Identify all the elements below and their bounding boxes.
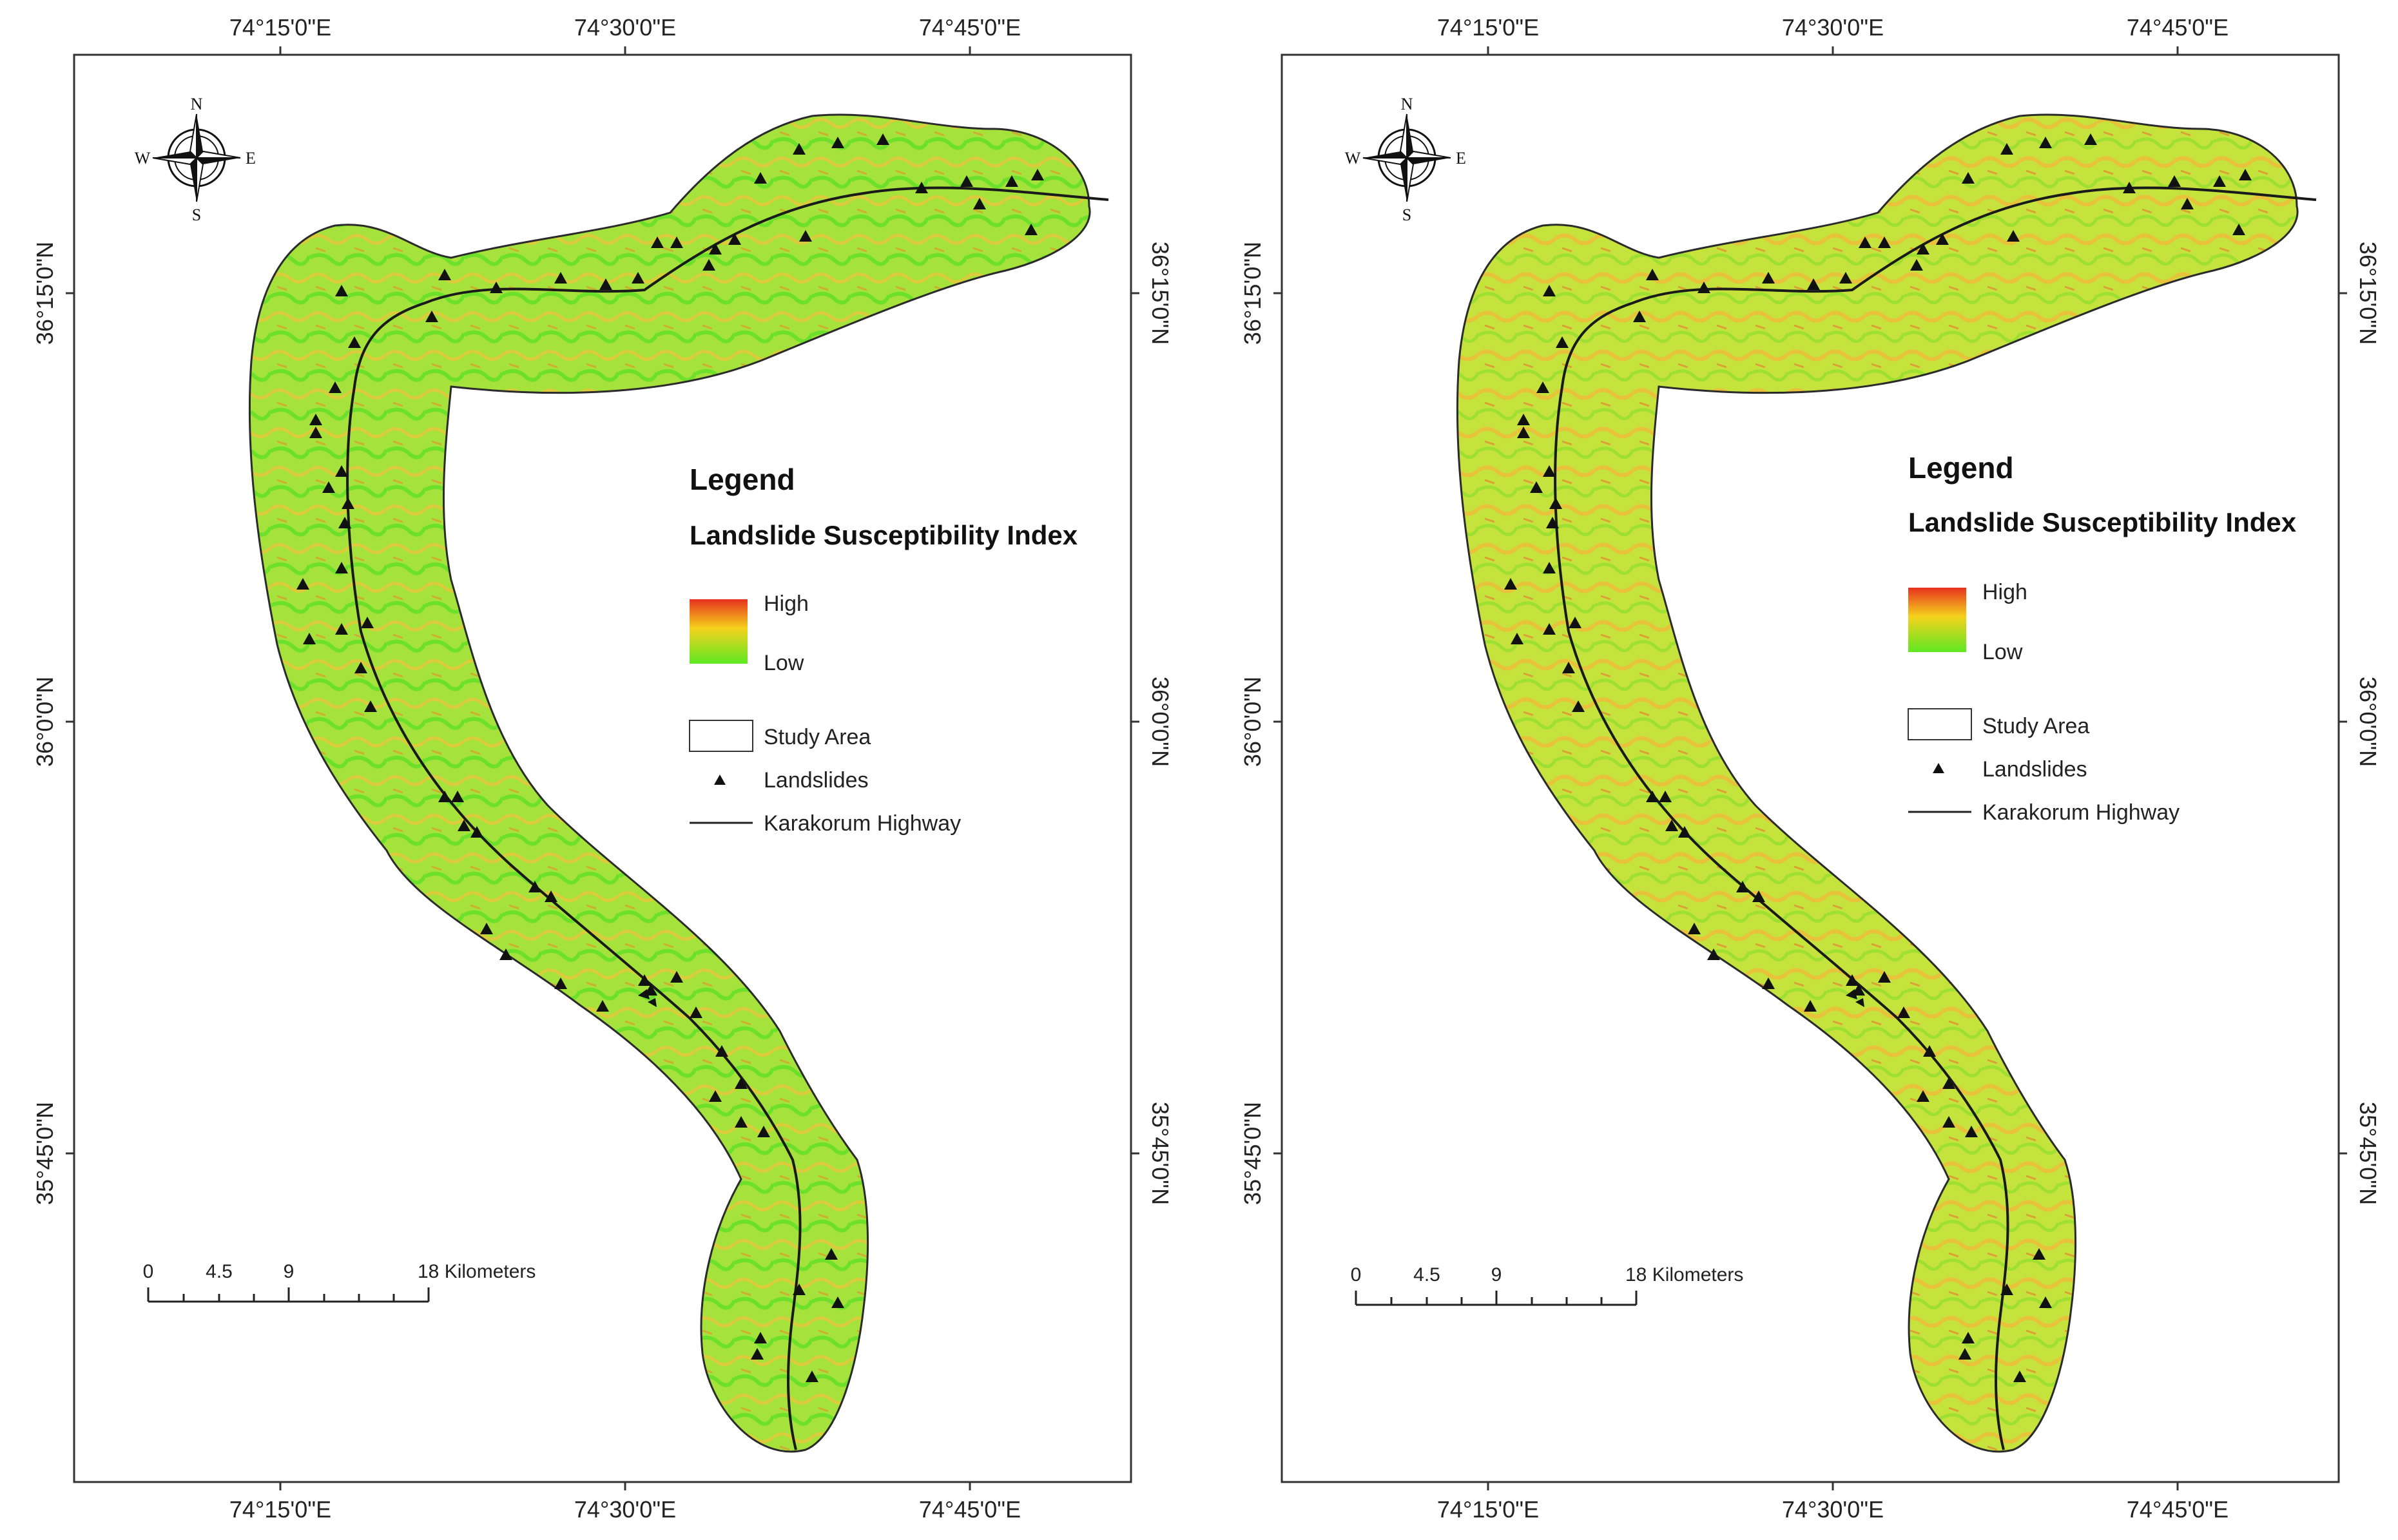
legend-subtitle: Landslide Susceptibility Index — [690, 520, 1078, 550]
top-tick-label: 74°45'0"E — [2127, 14, 2229, 41]
scale-label: 4.5 — [1413, 1264, 1440, 1285]
legend-study-area-label: Study Area — [764, 725, 871, 749]
right-tick-label: 36°0'0"N — [1147, 677, 1174, 767]
legend-low-label: Low — [764, 651, 804, 675]
legend-high-label: High — [1982, 580, 2027, 604]
bottom-tick-label: 74°15'0"E — [229, 1496, 331, 1523]
legend-title: Legend — [1908, 451, 2014, 485]
study-area-susceptibility — [1456, 113, 2299, 1453]
legend-low-label: Low — [1982, 640, 2023, 664]
legend-gradient-swatch — [1908, 588, 1966, 652]
compass-s: S — [1402, 206, 1411, 224]
compass-n: N — [191, 95, 203, 113]
bottom-tick-label: 74°30'0"E — [1782, 1496, 1884, 1523]
legend-title: Legend — [690, 463, 795, 496]
scale-bar: 0 4.5 9 18 Kilometers — [1351, 1264, 1743, 1306]
left-tick-label: 36°0'0"N — [1239, 677, 1266, 767]
karakorum-highway-line — [1554, 186, 2317, 1450]
legend-subtitle: Landslide Susceptibility Index — [1908, 507, 2297, 537]
map-panel-left: 74°15'0"E 74°30'0"E 74°45'0"E 74°15'0"E … — [32, 14, 1174, 1523]
landslide-markers — [296, 133, 1044, 1382]
north-arrow-compass-icon: N S E W — [1345, 95, 1466, 224]
left-tick-label: 35°45'0"N — [1239, 1102, 1266, 1205]
left-tick-label: 36°15'0"N — [1239, 242, 1266, 345]
map-svg-left: 74°15'0"E 74°30'0"E 74°45'0"E 74°15'0"E … — [32, 14, 1174, 1523]
top-tick-label: 74°30'0"E — [574, 14, 676, 41]
bottom-tick-label: 74°15'0"E — [1437, 1496, 1539, 1523]
compass-w: W — [135, 149, 151, 168]
legend-landslides-label: Landslides — [1982, 757, 2087, 782]
landslide-markers — [1504, 133, 2252, 1382]
legend-study-area-swatch — [1908, 708, 1972, 740]
scale-bar: 0 4.5 9 18 Kilometers — [143, 1261, 536, 1303]
right-tick-label: 36°15'0"N — [1147, 242, 1174, 345]
bottom-tick-label: 74°45'0"E — [919, 1496, 1021, 1523]
compass-w: W — [1345, 149, 1361, 168]
scale-label: 9 — [1491, 1264, 1502, 1285]
compass-e: E — [1456, 149, 1466, 168]
right-tick-label: 35°45'0"N — [2355, 1102, 2381, 1205]
legend-highway-label: Karakorum Highway — [764, 811, 961, 836]
top-tick-label: 74°30'0"E — [1782, 14, 1884, 41]
legend-landslides-label: Landslides — [764, 768, 869, 793]
legend: Legend Landslide Susceptibility Index Hi… — [689, 463, 1078, 836]
bottom-tick-label: 74°30'0"E — [574, 1496, 676, 1523]
scale-label: 9 — [284, 1261, 295, 1282]
bottom-tick-label: 74°45'0"E — [2127, 1496, 2229, 1523]
scale-label: 4.5 — [206, 1261, 233, 1282]
scale-label: 0 — [1351, 1264, 1362, 1285]
legend-gradient-swatch — [690, 599, 748, 664]
scale-label: 0 — [143, 1261, 154, 1282]
scale-label: 18 Kilometers — [418, 1261, 536, 1282]
top-tick-label: 74°45'0"E — [919, 14, 1021, 41]
legend-study-area-label: Study Area — [1982, 714, 2089, 738]
compass-s: S — [192, 206, 201, 224]
karakorum-highway-line — [346, 186, 1109, 1450]
legend-study-area-swatch — [689, 720, 753, 752]
left-tick-label: 36°15'0"N — [32, 242, 58, 345]
scale-label: 18 Kilometers — [1625, 1264, 1743, 1285]
legend-landslide-icon — [714, 775, 726, 785]
compass-e: E — [246, 149, 256, 168]
right-tick-label: 36°15'0"N — [2355, 242, 2381, 345]
legend: Legend Landslide Susceptibility Index Hi… — [1908, 451, 2297, 825]
north-arrow-compass-icon: N S E W — [135, 95, 256, 224]
legend-highway-label: Karakorum Highway — [1982, 800, 2180, 825]
study-area-susceptibility — [248, 113, 1091, 1453]
left-tick-label: 35°45'0"N — [32, 1102, 58, 1205]
legend-landslide-icon — [1933, 763, 1944, 773]
right-tick-label: 36°0'0"N — [2355, 677, 2381, 767]
legend-high-label: High — [764, 592, 809, 616]
map-panel-right: 74°15'0"E 74°30'0"E 74°45'0"E 74°15'0"E … — [1199, 0, 2398, 1540]
top-tick-label: 74°15'0"E — [1437, 14, 1539, 41]
top-tick-label: 74°15'0"E — [229, 14, 331, 41]
right-tick-label: 35°45'0"N — [1147, 1102, 1174, 1205]
compass-n: N — [1401, 95, 1413, 113]
map-svg-right: 74°15'0"E 74°30'0"E 74°45'0"E 74°15'0"E … — [1239, 14, 2381, 1523]
left-tick-label: 36°0'0"N — [32, 677, 58, 767]
